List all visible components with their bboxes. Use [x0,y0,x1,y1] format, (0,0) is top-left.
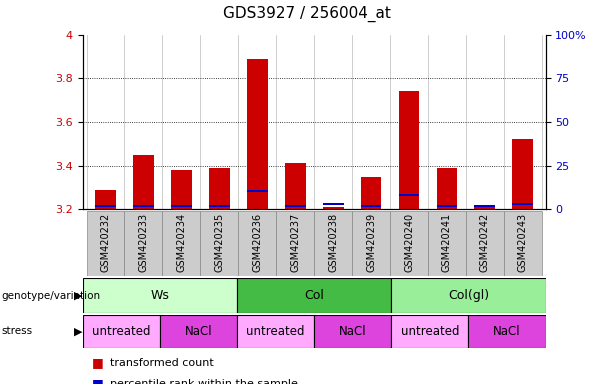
Bar [468,315,546,348]
Bar [360,205,381,207]
Text: NaCl: NaCl [493,325,521,338]
Bar [504,211,542,276]
Bar [247,190,268,192]
Text: GSM420236: GSM420236 [253,213,262,272]
Bar [512,203,533,205]
Text: GSM420235: GSM420235 [215,213,224,272]
Text: percentile rank within the sample: percentile rank within the sample [110,379,298,384]
Text: untreated: untreated [92,325,151,338]
Bar [162,211,200,276]
Text: NaCl: NaCl [339,325,367,338]
Bar [285,164,306,209]
Bar [200,211,238,276]
Text: GSM420233: GSM420233 [139,213,148,272]
Text: untreated: untreated [401,325,459,338]
Text: GDS3927 / 256004_at: GDS3927 / 256004_at [223,6,390,22]
Bar [512,139,533,209]
Bar [436,205,457,207]
Bar [474,205,495,207]
Bar [124,211,162,276]
Text: NaCl: NaCl [185,325,212,338]
Bar [83,315,160,348]
Text: Col(gl): Col(gl) [448,289,489,302]
Text: untreated: untreated [246,325,305,338]
Bar [314,211,352,276]
Text: ▶: ▶ [74,326,83,336]
Bar [238,211,276,276]
Bar [86,211,124,276]
Bar [171,170,192,209]
Text: Ws: Ws [150,289,169,302]
Text: GSM420241: GSM420241 [442,213,452,272]
Text: transformed count: transformed count [110,358,214,368]
Bar [390,211,428,276]
Text: Col: Col [304,289,324,302]
Bar [171,205,192,207]
Bar [237,278,391,313]
Bar [95,205,116,207]
Text: genotype/variation: genotype/variation [2,291,101,301]
Bar [474,207,495,209]
Text: ▶: ▶ [74,291,83,301]
Bar [285,205,306,207]
Text: GSM420234: GSM420234 [177,213,186,272]
Bar [209,168,230,209]
Text: GSM420238: GSM420238 [328,213,338,272]
Text: GSM420242: GSM420242 [480,213,490,272]
Bar [322,207,343,209]
Bar [83,278,237,313]
Text: stress: stress [2,326,33,336]
Bar [322,203,343,205]
Bar [391,278,546,313]
Bar [360,177,381,209]
Text: GSM420239: GSM420239 [366,213,376,272]
Text: ■: ■ [92,377,104,384]
Text: GSM420232: GSM420232 [101,213,110,272]
Bar [466,211,504,276]
Bar [391,315,468,348]
Bar [352,211,390,276]
Bar [398,194,419,196]
Bar [428,211,466,276]
Bar [160,315,237,348]
Text: ■: ■ [92,356,104,369]
Bar [209,205,230,207]
Bar [247,59,268,209]
Bar [95,190,116,209]
Text: GSM420240: GSM420240 [404,213,414,272]
Text: GSM420237: GSM420237 [290,213,300,272]
Bar [133,205,154,207]
Bar [276,211,314,276]
Bar [133,155,154,209]
Bar [398,91,419,209]
Text: GSM420243: GSM420243 [518,213,528,272]
Bar [314,315,391,348]
Bar [237,315,314,348]
Bar [436,168,457,209]
